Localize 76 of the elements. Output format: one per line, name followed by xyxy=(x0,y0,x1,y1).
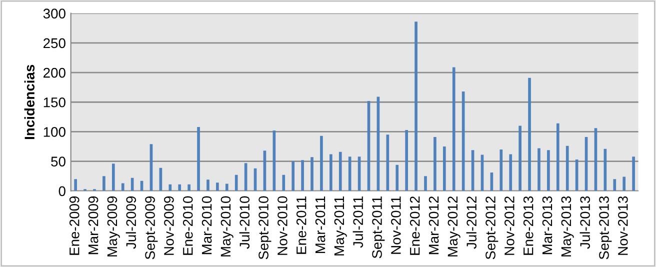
bar xyxy=(74,179,77,191)
x-tick-label: Mar-2010 xyxy=(202,196,212,254)
bar xyxy=(434,137,436,191)
x-tick-label: Ene-2010 xyxy=(182,196,193,255)
bar xyxy=(178,184,182,191)
bar xyxy=(282,174,286,191)
bar xyxy=(500,149,503,191)
bar xyxy=(566,146,569,191)
x-tick-label: May-2010 xyxy=(220,196,234,256)
bar xyxy=(121,183,124,191)
bar xyxy=(292,161,295,191)
x-tick-label: Jul-2009 xyxy=(126,196,136,249)
bar xyxy=(424,176,427,191)
bar xyxy=(442,146,446,191)
x-tick-label: Mar-2011 xyxy=(315,196,326,254)
bar xyxy=(301,160,304,191)
bar xyxy=(622,176,626,191)
bar xyxy=(547,150,550,191)
y-tick-label: 300 xyxy=(43,8,66,19)
x-tick-label: Sept-2011 xyxy=(372,196,385,258)
y-tick-label: 100 xyxy=(44,127,66,137)
x-tick-label: Sept-2010 xyxy=(258,196,272,260)
x-tick-label: Jul-2011 xyxy=(352,196,364,248)
x-tick-label: Ene-2013 xyxy=(523,196,534,255)
bar xyxy=(102,176,106,191)
y-axis-title: Incidencias xyxy=(24,64,35,140)
bar xyxy=(556,123,560,191)
y-tick-label: 50 xyxy=(51,156,66,166)
x-tick-label: May-2009 xyxy=(107,196,120,256)
bar xyxy=(632,156,635,191)
bar xyxy=(509,154,512,191)
bar xyxy=(528,78,531,191)
x-tick-label: Jul-2010 xyxy=(239,196,250,249)
bar xyxy=(348,156,352,191)
y-tick-label: 200 xyxy=(44,68,66,78)
x-tick-label: Nov-2012 xyxy=(504,196,514,255)
bar xyxy=(538,148,540,191)
x-tick-label: Ene-2009 xyxy=(69,196,80,255)
x-tick-label: Mar-2009 xyxy=(88,196,98,254)
bar xyxy=(168,184,172,191)
x-tick-label: May-2013 xyxy=(561,196,574,256)
x-tick-label: May-2012 xyxy=(448,196,460,256)
bar xyxy=(452,67,456,191)
x-tick-label: Nov-2011 xyxy=(391,196,401,254)
x-tick-label: Sept-2009 xyxy=(145,196,158,260)
y-tick-label: 0 xyxy=(58,186,66,196)
x-tick-label: Jul-2012 xyxy=(466,196,477,249)
bar xyxy=(396,164,399,191)
bar xyxy=(225,184,228,191)
x-tick-label: Sept-2013 xyxy=(599,196,612,260)
bar xyxy=(197,126,200,191)
x-tick-label: Sept-2012 xyxy=(486,196,498,260)
y-tick-label: 150 xyxy=(44,97,66,108)
x-tick-label: Mar-2012 xyxy=(428,196,439,254)
bar xyxy=(330,154,332,191)
y-tick-label: 250 xyxy=(44,38,66,48)
x-tick-label: Nov-2009 xyxy=(164,196,174,255)
bar xyxy=(613,179,616,191)
bar xyxy=(206,180,210,191)
bar xyxy=(216,182,219,191)
bar xyxy=(188,184,190,191)
x-tick-label: May-2011 xyxy=(334,196,347,256)
bar xyxy=(320,136,323,191)
bar xyxy=(310,157,314,191)
x-tick-label: Ene-2012 xyxy=(410,196,420,255)
bar xyxy=(405,130,408,191)
bar xyxy=(518,126,522,191)
x-tick-label: Nov-2013 xyxy=(618,196,628,255)
x-tick-label: Ene-2011 xyxy=(296,196,306,254)
x-tick-label: Nov-2010 xyxy=(278,196,288,255)
bar xyxy=(234,174,238,191)
bar xyxy=(112,164,115,191)
x-tick-label: Jul-2013 xyxy=(580,196,590,249)
bar xyxy=(338,152,342,191)
x-tick-label: Mar-2013 xyxy=(542,196,552,254)
bar xyxy=(414,22,418,191)
